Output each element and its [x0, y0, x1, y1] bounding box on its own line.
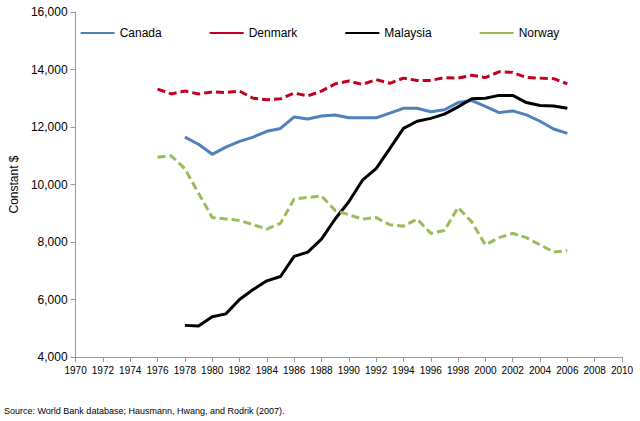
svg-text:Constant $: Constant $ — [7, 155, 21, 213]
svg-text:1984: 1984 — [256, 365, 279, 376]
svg-text:1976: 1976 — [146, 365, 169, 376]
svg-text:10,000: 10,000 — [31, 178, 68, 192]
svg-text:2008: 2008 — [584, 365, 607, 376]
svg-text:14,000: 14,000 — [31, 63, 68, 77]
svg-text:6,000: 6,000 — [38, 293, 68, 307]
svg-text:1996: 1996 — [420, 365, 443, 376]
svg-text:1982: 1982 — [228, 365, 251, 376]
svg-text:1992: 1992 — [365, 365, 388, 376]
svg-text:1990: 1990 — [338, 365, 361, 376]
svg-text:1998: 1998 — [447, 365, 470, 376]
svg-text:Norway: Norway — [519, 26, 560, 40]
svg-text:Denmark: Denmark — [249, 26, 299, 40]
svg-text:Source: World Bank database; H: Source: World Bank database; Hausmann, H… — [4, 406, 285, 416]
svg-text:1994: 1994 — [392, 365, 415, 376]
svg-text:2006: 2006 — [556, 365, 579, 376]
svg-text:1970: 1970 — [64, 365, 87, 376]
svg-text:12,000: 12,000 — [31, 120, 68, 134]
svg-text:16,000: 16,000 — [31, 5, 68, 19]
svg-text:1974: 1974 — [119, 365, 142, 376]
svg-text:2004: 2004 — [529, 365, 552, 376]
svg-text:Canada: Canada — [120, 26, 162, 40]
svg-text:1988: 1988 — [310, 365, 333, 376]
svg-text:4,000: 4,000 — [38, 350, 68, 364]
svg-text:2010: 2010 — [611, 365, 634, 376]
svg-text:2000: 2000 — [474, 365, 497, 376]
svg-text:8,000: 8,000 — [38, 235, 68, 249]
svg-text:1986: 1986 — [283, 365, 306, 376]
svg-text:Malaysia: Malaysia — [384, 26, 432, 40]
svg-text:1978: 1978 — [174, 365, 197, 376]
svg-text:2002: 2002 — [502, 365, 525, 376]
svg-text:1980: 1980 — [201, 365, 224, 376]
svg-text:1972: 1972 — [92, 365, 115, 376]
